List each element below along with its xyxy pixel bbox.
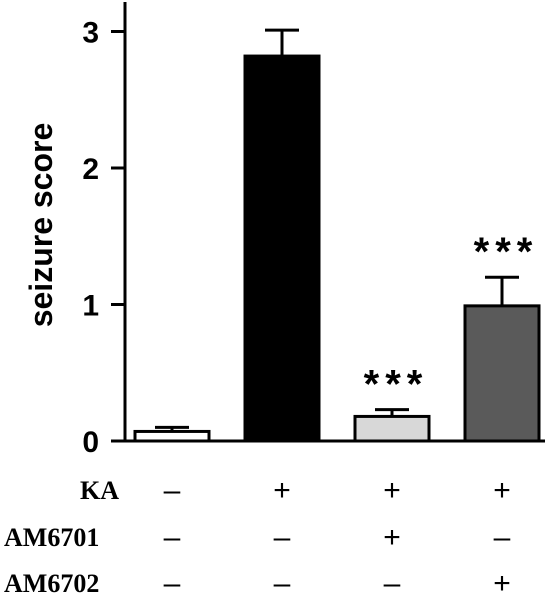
bar [133,429,211,443]
treatment-sign: – [274,567,291,599]
treatment-sign: + [383,521,401,554]
significance-label: *** [474,230,539,274]
significance-label: *** [364,363,429,407]
y-tick-label: 3 [82,17,99,50]
bar [463,304,541,443]
y-axis-label: seizure score [23,123,59,328]
treatment-sign: + [273,474,291,507]
treatment-sign: – [164,567,181,599]
treatment-sign: – [164,521,181,554]
treatment-sign: – [164,474,181,507]
bars-group: *** *** [133,28,541,443]
treatment-sign: + [493,474,511,507]
treatment-sign: + [383,474,401,507]
bar-group [243,28,321,443]
treatment-table: KA – + + + AM6701 – – + – AM6702 – – – + [4,474,511,599]
y-tick-label: 0 [82,426,99,459]
treatment-label: AM6702 [4,569,99,598]
bar-group: *** [463,230,541,443]
bar-group: *** [353,363,431,443]
treatment-sign: – [274,521,291,554]
treatment-label: KA [80,476,119,505]
treatment-sign: – [384,567,401,599]
y-tick-label: 1 [82,290,99,323]
treatment-sign: – [494,521,511,554]
y-tick-label: 2 [82,153,99,186]
bar [243,54,321,443]
y-ticks: 0 1 2 3 [82,17,125,459]
treatment-sign: + [493,567,511,599]
treatment-label: AM6701 [4,523,99,552]
bar-group [133,425,211,443]
bar [353,414,431,443]
